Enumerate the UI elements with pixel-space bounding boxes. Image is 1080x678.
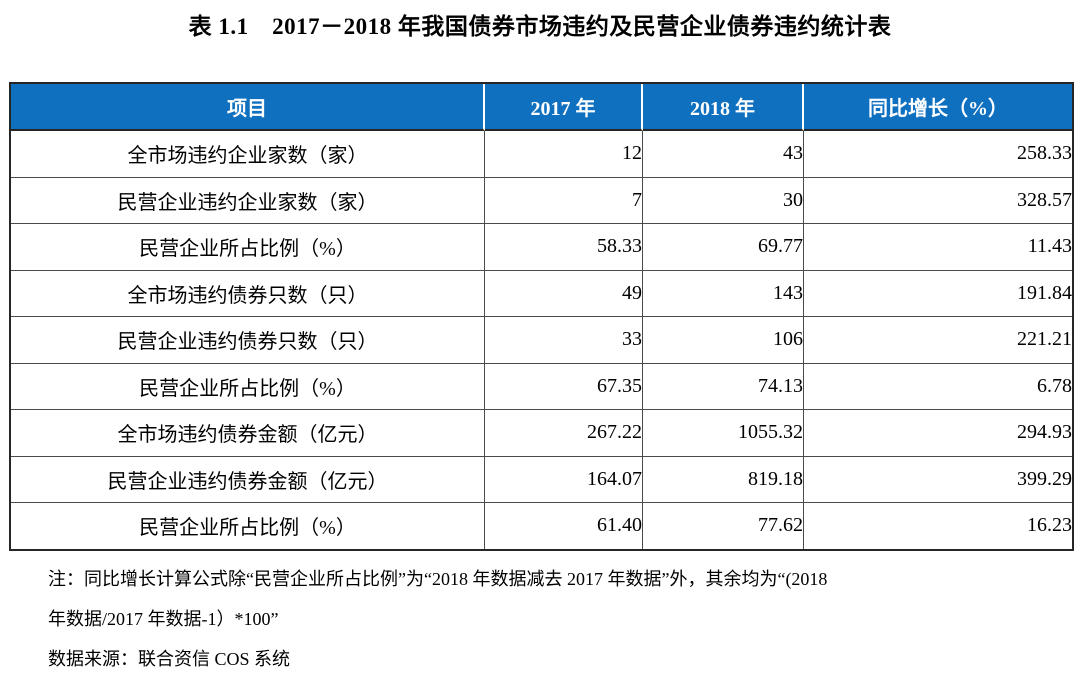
table-header-row: 项目 2017 年 2018 年 同比增长（%） [11,84,1072,131]
table-row: 民营企业违约债券只数（只） 33 106 221.21 [11,317,1072,364]
growth-cell: 399.29 [804,456,1072,503]
table-title: 表 1.1 2017－2018 年我国债券市场违约及民营企业债券违约统计表 [188,14,892,39]
row-label-cell: 民营企业所占比例（%） [11,224,485,271]
value-2018-cell: 143 [643,270,804,317]
growth-cell: 328.57 [804,177,1072,224]
row-label-cell: 民营企业违约企业家数（家） [11,177,485,224]
value-2017-cell: 267.22 [485,410,643,457]
value-2018-cell: 30 [643,177,804,224]
growth-cell: 294.93 [804,410,1072,457]
table-row: 民营企业违约企业家数（家） 7 30 328.57 [11,177,1072,224]
table-row: 民营企业违约债券金额（亿元） 164.07 819.18 399.29 [11,456,1072,503]
value-2017-cell: 7 [485,177,643,224]
row-label-cell: 民营企业违约债券金额（亿元） [11,456,485,503]
row-label-cell: 民营企业所占比例（%） [11,503,485,549]
row-label-cell: 全市场违约债券只数（只） [11,270,485,317]
table-footnotes: 注：同比增长计算公式除“民营企业所占比例”为“2018 年数据减去 2017 年… [48,559,1080,678]
growth-cell: 221.21 [804,317,1072,364]
header-cell-growth: 同比增长（%） [804,84,1072,131]
value-2017-cell: 49 [485,270,643,317]
value-2018-cell: 43 [643,131,804,178]
value-2017-cell: 67.35 [485,363,643,410]
growth-cell: 11.43 [804,224,1072,271]
value-2018-cell: 819.18 [643,456,804,503]
value-2017-cell: 33 [485,317,643,364]
table-row: 民营企业所占比例（%） 67.35 74.13 6.78 [11,363,1072,410]
header-cell-2018: 2018 年 [643,84,804,131]
value-2018-cell: 106 [643,317,804,364]
table-row: 全市场违约债券金额（亿元） 267.22 1055.32 294.93 [11,410,1072,457]
table-row: 民营企业所占比例（%） 58.33 69.77 11.43 [11,224,1072,271]
value-2018-cell: 69.77 [643,224,804,271]
value-2018-cell: 1055.32 [643,410,804,457]
value-2017-cell: 61.40 [485,503,643,549]
growth-cell: 258.33 [804,131,1072,178]
data-source-line: 数据来源：联合资信 COS 系统 [48,648,291,669]
bond-default-stats-table: 项目 2017 年 2018 年 同比增长（%） 全市场违约企业家数（家） 12… [9,82,1074,551]
value-2017-cell: 164.07 [485,456,643,503]
note-line-2: 年数据/2017 年数据-1）*100” [48,608,279,629]
row-label-cell: 全市场违约企业家数（家） [11,131,485,178]
growth-cell: 191.84 [804,270,1072,317]
table-row: 全市场违约债券只数（只） 49 143 191.84 [11,270,1072,317]
growth-cell: 16.23 [804,503,1072,549]
growth-cell: 6.78 [804,363,1072,410]
value-2018-cell: 77.62 [643,503,804,549]
row-label-cell: 全市场违约债券金额（亿元） [11,410,485,457]
value-2018-cell: 74.13 [643,363,804,410]
table-row: 全市场违约企业家数（家） 12 43 258.33 [11,131,1072,178]
table-row: 民营企业所占比例（%） 61.40 77.62 16.23 [11,503,1072,549]
value-2017-cell: 12 [485,131,643,178]
header-cell-2017: 2017 年 [485,84,643,131]
note-line-1: 注：同比增长计算公式除“民营企业所占比例”为“2018 年数据减去 2017 年… [48,568,828,589]
row-label-cell: 民营企业所占比例（%） [11,363,485,410]
header-cell-item: 项目 [11,84,485,131]
value-2017-cell: 58.33 [485,224,643,271]
row-label-cell: 民营企业违约债券只数（只） [11,317,485,364]
